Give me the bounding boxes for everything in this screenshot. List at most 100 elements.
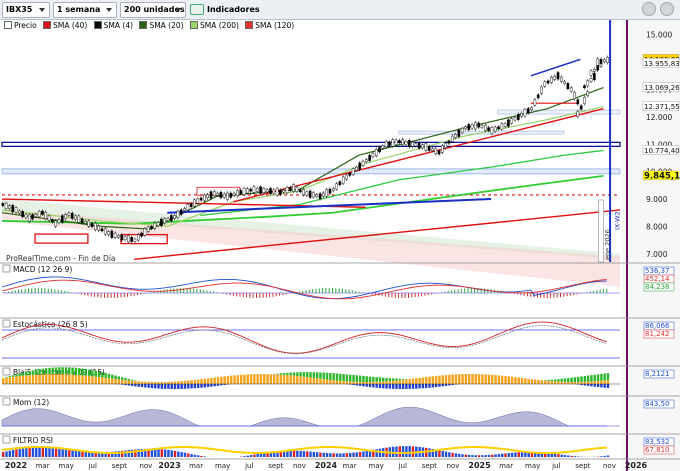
koncorde-orange <box>590 381 593 384</box>
candle-body <box>170 215 173 222</box>
rsi-bar <box>352 452 355 457</box>
rsi-bar <box>296 450 299 457</box>
koncorde-orange <box>163 381 167 384</box>
rsi-bar <box>177 451 180 457</box>
period-selector[interactable]: 1 semana <box>53 2 117 18</box>
candle-body <box>216 192 219 196</box>
koncorde-green <box>286 372 289 376</box>
koncorde-blue <box>590 384 593 387</box>
candle-body <box>189 203 193 208</box>
candle-body <box>348 173 352 176</box>
koncorde-orange <box>236 375 240 384</box>
koncorde-blue <box>580 384 583 385</box>
koncorde-orange <box>71 374 74 384</box>
rsi-bar <box>527 451 530 457</box>
rsi-bar <box>91 452 94 457</box>
panel-value-box <box>643 282 675 292</box>
koncorde-blue <box>375 384 378 388</box>
candle-body <box>94 222 97 230</box>
candle-body <box>269 188 272 195</box>
legend-item-sma4[interactable]: SMA (4) <box>93 20 133 31</box>
koncorde-orange <box>425 377 428 384</box>
legend-swatch <box>189 21 198 29</box>
candle-body <box>398 140 401 143</box>
koncorde-orange <box>471 374 474 384</box>
koncorde-orange <box>97 377 101 384</box>
candle-body <box>44 211 48 219</box>
koncorde-green <box>38 369 41 375</box>
rsi-bar <box>5 451 8 457</box>
koncorde-blue <box>388 384 392 389</box>
koncorde-blue <box>196 384 200 388</box>
legend-item-sma120[interactable]: SMA (120) <box>245 20 294 31</box>
symbol-selector[interactable]: IBX35 <box>2 2 50 18</box>
legend-item-price[interactable]: Precio <box>4 20 37 31</box>
koncorde-orange <box>514 377 517 384</box>
koncorde-green <box>28 371 31 376</box>
koncorde-blue <box>451 384 454 386</box>
candle-body <box>259 186 262 194</box>
info-circle-icon[interactable] <box>660 2 674 16</box>
candle-body <box>120 234 124 241</box>
price-axis-tick: 9.000 <box>646 195 668 204</box>
koncorde-blue <box>349 384 352 385</box>
settings-circle-icon[interactable] <box>642 2 656 16</box>
koncorde-blue <box>596 384 600 388</box>
rsi-bar <box>491 454 494 457</box>
indicators-button[interactable]: Indicadores <box>190 2 260 18</box>
x-tick-label: jul <box>244 462 253 470</box>
koncorde-orange <box>127 380 130 384</box>
legend-item-sma200[interactable]: SMA (200) <box>189 20 239 31</box>
koncorde-orange <box>368 381 372 384</box>
legend-item-sma40[interactable]: SMA (40) <box>43 20 87 31</box>
candle-body <box>143 228 147 236</box>
rsi-bar <box>484 455 487 457</box>
koncorde-orange <box>256 374 259 384</box>
rsi-bar <box>154 448 157 457</box>
units-selector[interactable]: 200 unidades <box>120 2 186 18</box>
rsi-bar <box>249 455 253 457</box>
green-zone <box>2 199 620 260</box>
koncorde-orange <box>150 381 154 384</box>
koncorde-orange <box>342 381 345 384</box>
koncorde-orange <box>11 376 15 384</box>
candle-body <box>579 105 583 110</box>
koncorde-orange <box>183 380 187 384</box>
koncorde-green <box>322 372 325 380</box>
legend-swatch <box>139 21 148 29</box>
resistance-box-light <box>1 168 621 175</box>
candle-body <box>583 96 586 104</box>
koncorde-green <box>345 374 349 382</box>
koncorde-blue <box>606 384 610 389</box>
panel-value-label: 81,242 <box>645 330 670 338</box>
legend-item-sma20[interactable]: SMA (20) <box>139 20 184 31</box>
koncorde-orange <box>431 376 435 384</box>
rsi-bar <box>137 449 140 457</box>
koncorde-green <box>335 373 339 381</box>
candle-body <box>338 181 342 186</box>
rsi-bar <box>259 453 263 457</box>
koncorde-blue <box>438 384 441 387</box>
candle-body <box>14 207 18 213</box>
koncorde-green <box>5 377 8 378</box>
koncorde-green <box>18 373 21 377</box>
candle-body <box>87 220 91 227</box>
rsi-bar <box>8 450 12 457</box>
candle-body <box>305 191 309 196</box>
candle-body <box>279 189 282 195</box>
rsi-bar <box>329 453 332 457</box>
candle-body <box>543 81 547 87</box>
rsi-bar <box>28 447 31 457</box>
koncorde-green <box>97 371 101 378</box>
rsi-bar <box>170 450 173 457</box>
koncorde-orange <box>434 375 438 384</box>
candle-body <box>252 186 256 193</box>
x-tick-label: mar <box>343 462 357 470</box>
koncorde-green <box>299 372 302 377</box>
koncorde-green <box>309 372 312 378</box>
panel-value-box <box>643 369 675 379</box>
koncorde-orange <box>292 375 296 384</box>
koncorde-orange <box>606 380 610 384</box>
koncorde-orange <box>28 375 31 384</box>
